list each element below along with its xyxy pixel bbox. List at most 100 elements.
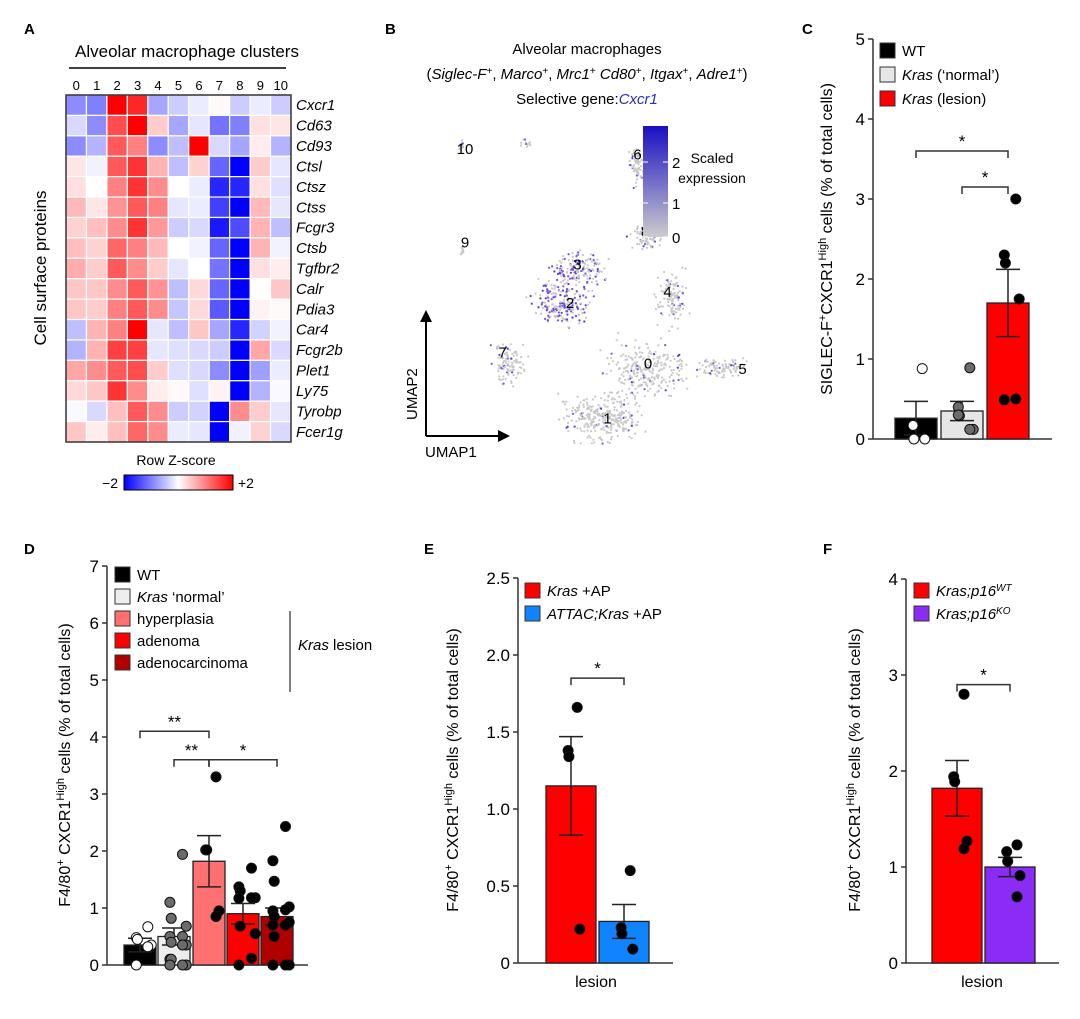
data-point <box>949 776 961 788</box>
umap-cell-point <box>618 412 621 415</box>
umap-cell-point <box>565 400 568 403</box>
punctuation: , <box>492 66 500 83</box>
umap-cell-point <box>547 314 550 317</box>
heatmap-row-label: Pdia3 <box>296 301 335 318</box>
umap-cell-point <box>580 429 583 432</box>
umap-cell-point <box>714 360 717 363</box>
umap-cell-point <box>653 240 657 243</box>
umap-cell-point <box>571 316 574 319</box>
umap-cell-point <box>703 369 706 372</box>
umap-cell-point <box>621 389 624 392</box>
umap-cell-point <box>634 403 637 406</box>
heatmap-row-label: Cd93 <box>296 138 333 155</box>
umap-cell-point <box>631 166 634 169</box>
umap-cell-point <box>575 279 578 282</box>
umap-cell-point <box>582 308 585 311</box>
umap-cell-point <box>583 425 586 428</box>
umap-cell-point <box>664 344 667 347</box>
umap-cell-point <box>579 249 582 252</box>
data-point <box>1010 193 1022 205</box>
umap-cell-point <box>641 248 644 251</box>
umap-cell-point <box>617 390 620 393</box>
significance-label: * <box>959 132 966 151</box>
umap-cell-point <box>634 387 637 390</box>
data-point <box>246 952 257 964</box>
umap-cell-point <box>570 301 573 304</box>
umap-cell-point <box>673 317 677 320</box>
umap-cell-point <box>662 305 665 308</box>
umap-cell-point <box>588 434 591 437</box>
umap-cell-point <box>560 280 563 284</box>
umap-cell-point <box>459 253 462 256</box>
umap-cell-point <box>554 284 557 287</box>
umap-cell-point <box>730 364 733 367</box>
umap-cell-point <box>565 290 568 293</box>
superscript-plus: + <box>737 66 743 77</box>
umap-cell-point <box>669 296 672 299</box>
heatmap-cell <box>106 380 128 402</box>
umap-cell-point <box>645 237 648 240</box>
umap-cell-point <box>596 408 599 411</box>
umap-cell-point <box>561 317 564 320</box>
heatmap-column-label: 10 <box>274 78 288 93</box>
y-tick-label: 5 <box>90 671 99 690</box>
umap-cell-point <box>625 421 628 424</box>
ylabel-part: F4/80 <box>445 871 462 912</box>
umap-cell-point <box>726 366 729 369</box>
umap-cell-point <box>650 245 653 249</box>
heatmap-cell <box>229 216 251 239</box>
umap-cell-point <box>581 260 584 263</box>
umap-cell-point <box>660 312 663 315</box>
umap-cell-point <box>668 298 671 301</box>
umap-cell-point <box>499 357 502 360</box>
umap-cell-point <box>634 161 638 164</box>
umap-cell-point <box>502 349 505 352</box>
umap-cell-point <box>633 170 636 173</box>
umap-cell-point <box>510 381 513 384</box>
umap-cell-point <box>598 436 601 440</box>
heatmap-row-label: Ctss <box>296 199 327 216</box>
heatmap-cell <box>269 420 292 443</box>
colorbar-title-text: Row Z-score <box>136 452 216 468</box>
umap-cell-point <box>572 298 575 301</box>
heatmap-cell <box>126 176 149 198</box>
umap-cell-point <box>671 298 674 301</box>
umap-cell-point <box>641 351 644 354</box>
heatmap-cell <box>269 114 292 137</box>
umap-cell-point <box>507 369 510 372</box>
umap-cell-point <box>563 302 566 305</box>
umap-cell-point <box>670 394 673 397</box>
umap-cell-point <box>557 311 561 314</box>
umap-cell-point <box>673 291 676 295</box>
umap-cell-point <box>609 424 613 427</box>
umap-cell-point <box>594 429 597 432</box>
heatmap-cell <box>249 318 272 341</box>
legend-label-text: adenocarcinoma <box>137 655 249 672</box>
umap-cell-point <box>637 153 640 156</box>
heatmap-cell <box>167 298 190 321</box>
data-point <box>571 701 583 713</box>
heatmap-cell <box>167 237 190 259</box>
umap-cell-point <box>665 283 668 287</box>
umap-cell-point <box>648 370 652 373</box>
umap-cell-point <box>577 406 581 409</box>
umap-cell-point <box>629 413 632 416</box>
umap-gene-name: Cxcr1 <box>619 91 658 108</box>
umap-cell-point <box>742 365 746 368</box>
umap-cell-point <box>560 266 564 269</box>
heatmap-cell <box>269 380 292 402</box>
umap-cell-point <box>656 359 659 363</box>
umap-cell-point <box>615 419 619 422</box>
significance-bracket <box>956 683 1011 692</box>
heatmap-cell <box>106 216 128 239</box>
umap-cell-point <box>629 164 632 167</box>
heatmap-cell <box>65 278 88 300</box>
umap-cell-point <box>652 382 655 385</box>
umap-cell-point <box>625 393 628 396</box>
umap-cell-point <box>673 294 676 297</box>
umap-cell-point <box>567 275 570 278</box>
heatmap-cell <box>147 278 169 300</box>
umap-cell-point <box>589 410 592 413</box>
umap-cell-point <box>650 352 653 355</box>
umap-cell-point <box>617 414 620 417</box>
